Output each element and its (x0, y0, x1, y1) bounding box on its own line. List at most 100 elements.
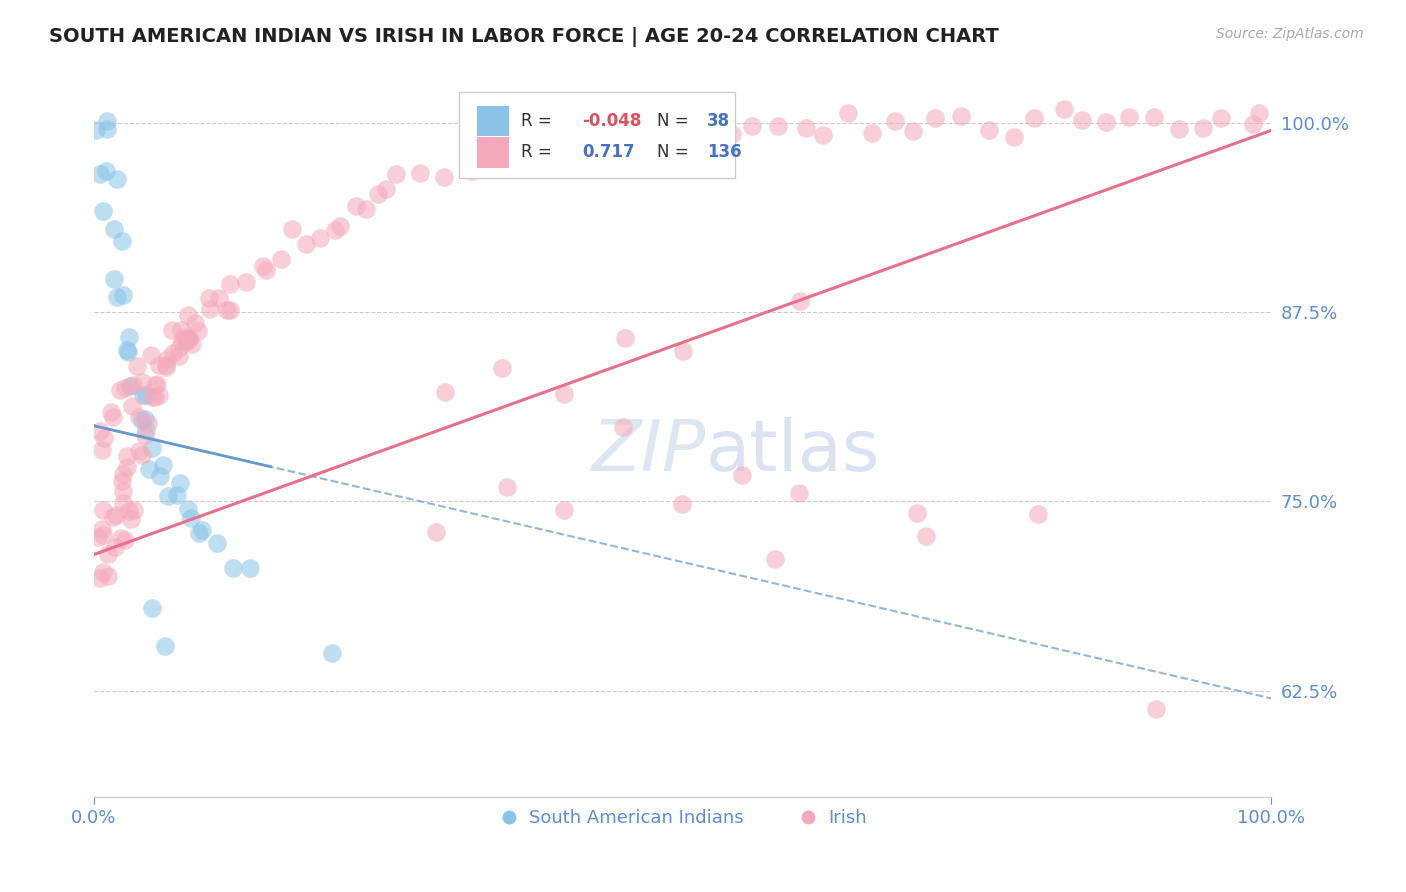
Text: -0.048: -0.048 (582, 112, 641, 129)
Point (648, 120, 671, 135)
Point (166, 488, 188, 502)
Point (323, 223, 346, 237)
Point (114, 381, 136, 395)
Point (89, 571, 111, 585)
Point (107, 290, 129, 304)
Point (356, 202, 378, 216)
Point (101, 509, 124, 524)
Point (794, 121, 817, 136)
Point (153, 640, 176, 654)
Point (138, 462, 160, 476)
Point (950, 109, 973, 123)
Point (96, 122, 118, 136)
Point (198, 291, 221, 305)
Point (553, 503, 575, 517)
Point (167, 341, 190, 355)
Point (191, 523, 214, 537)
Point (114, 533, 136, 547)
Point (128, 444, 150, 458)
Point (105, 508, 128, 522)
Point (239, 561, 262, 575)
FancyBboxPatch shape (458, 92, 735, 178)
Point (860, 126, 883, 140)
Point (789, 294, 811, 309)
Text: atlas: atlas (706, 417, 880, 486)
Point (495, 480, 517, 494)
Point (91, 522, 114, 536)
Point (1071, 112, 1094, 127)
Point (582, 106, 605, 120)
Point (131, 448, 153, 462)
Point (612, 419, 634, 434)
Point (344, 199, 367, 213)
Point (219, 277, 242, 291)
Point (104, 540, 127, 554)
Point (252, 259, 274, 273)
Legend: South American Indians, Irish: South American Indians, Irish (491, 802, 875, 835)
Point (1144, 702, 1167, 716)
Point (176, 501, 198, 516)
Point (924, 111, 946, 125)
Point (235, 276, 257, 290)
Point (115, 343, 138, 358)
Point (177, 308, 200, 322)
Point (93, 431, 115, 445)
Point (91, 566, 114, 580)
Point (91, 443, 114, 458)
Point (1118, 110, 1140, 124)
Point (184, 316, 207, 330)
Point (177, 334, 200, 348)
Point (155, 359, 177, 374)
Point (1026, 507, 1049, 521)
Bar (477, 137, 509, 168)
Point (152, 458, 174, 472)
Point (979, 122, 1001, 136)
Point (375, 182, 398, 196)
Point (170, 323, 193, 337)
Point (676, 125, 699, 139)
Point (120, 379, 142, 393)
Point (1002, 130, 1025, 145)
Point (560, 128, 582, 143)
Point (110, 531, 132, 545)
Point (131, 413, 153, 427)
Point (329, 219, 352, 233)
Point (720, 128, 742, 142)
Point (156, 352, 179, 367)
Point (425, 525, 447, 540)
Point (281, 222, 304, 236)
Point (433, 170, 456, 185)
Point (172, 334, 194, 348)
Point (143, 378, 166, 392)
Point (120, 512, 142, 526)
Point (141, 601, 163, 615)
Point (741, 120, 763, 134)
Point (91, 527, 114, 541)
Point (89, 167, 111, 181)
Point (108, 384, 131, 398)
Point (180, 336, 202, 351)
Point (671, 497, 693, 511)
Point (215, 302, 238, 317)
Point (91, 503, 114, 517)
Text: 0.717: 0.717 (582, 144, 636, 161)
Point (1249, 106, 1271, 120)
Point (157, 489, 180, 503)
Point (177, 332, 200, 346)
Point (112, 467, 135, 481)
Point (1143, 110, 1166, 124)
Point (180, 511, 202, 525)
Point (1168, 122, 1191, 136)
Point (112, 496, 135, 510)
Text: R =: R = (522, 144, 557, 161)
Point (97, 547, 120, 561)
Point (143, 390, 166, 404)
Point (122, 503, 145, 517)
Point (731, 468, 754, 483)
Text: ZIP: ZIP (592, 417, 706, 486)
Point (309, 230, 332, 244)
Point (169, 476, 191, 491)
Point (621, 122, 644, 136)
Point (205, 536, 228, 550)
Point (434, 384, 457, 399)
